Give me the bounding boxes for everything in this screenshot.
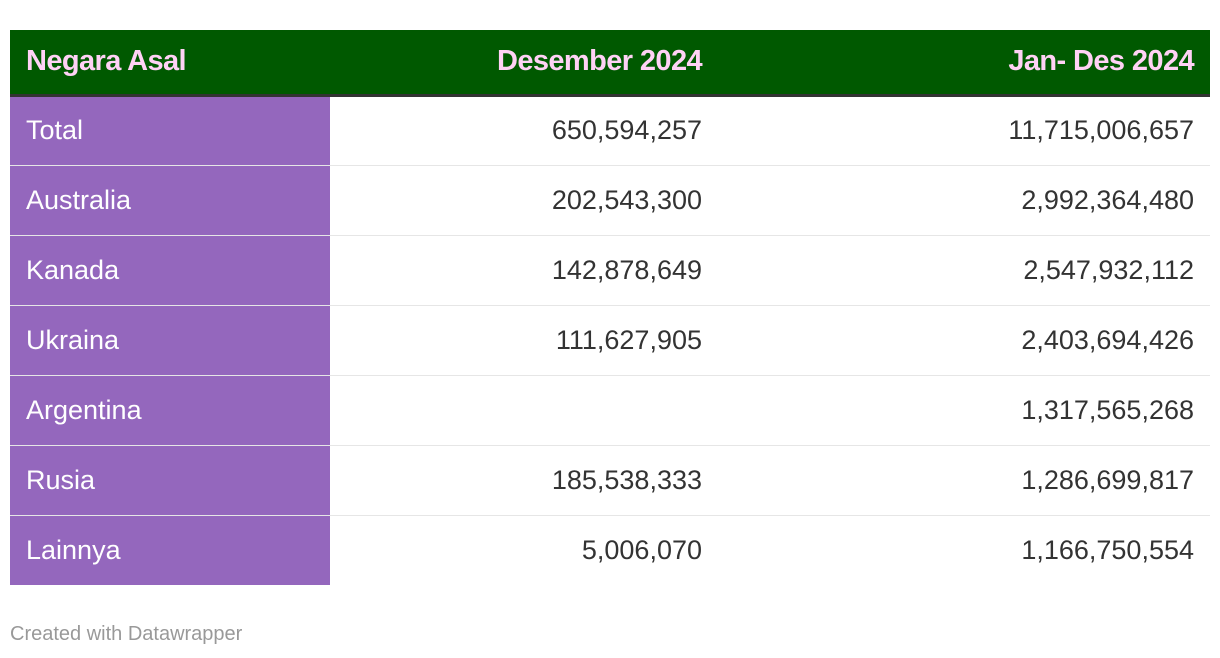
annual-value-cell: 2,547,932,112 — [1023, 254, 1194, 285]
country-cell: Total — [10, 95, 330, 165]
december-value-cell: 650,594,257 — [551, 115, 702, 145]
column-header-desember-2024[interactable]: Desember 2024 — [496, 45, 703, 78]
december-value-cell: 142,878,649 — [551, 254, 702, 285]
table-header: Negara Asal Desember 2024 Jan- Des 2024 — [10, 30, 1210, 95]
table-row: Argentina 1,317,565,268 — [10, 375, 1210, 445]
table-row: Australia 202,543,300 2,992,364,480 — [10, 165, 1210, 235]
country-cell: Australia — [10, 165, 330, 235]
december-value-cell: 111,627,905 — [555, 324, 702, 355]
table-row: Total 650,594,257 11,715,006,657 — [10, 95, 1210, 165]
data-table: Negara Asal Desember 2024 Jan- Des 2024 … — [10, 30, 1210, 585]
december-value-cell: 202,543,300 — [551, 184, 702, 215]
table-row: Rusia 185,538,333 1,286,699,817 — [10, 445, 1210, 515]
footer-credit: Created with Datawrapper — [10, 623, 243, 645]
country-cell: Kanada — [10, 235, 330, 305]
country-cell: Rusia — [10, 445, 330, 515]
table-row: Kanada 142,878,649 2,547,932,112 — [10, 235, 1210, 305]
annual-value-cell: 1,286,699,817 — [1021, 464, 1194, 495]
annual-value-cell: 11,715,006,657 — [1008, 115, 1194, 145]
country-cell: Ukraina — [10, 305, 330, 375]
column-header-jan-des-2024[interactable]: Jan- Des 2024 — [1008, 45, 1194, 78]
header-row: Negara Asal Desember 2024 Jan- Des 2024 — [10, 30, 1210, 95]
table-body: Total 650,594,257 11,715,006,657 Austral… — [10, 95, 1210, 585]
country-cell: Lainnya — [10, 515, 330, 585]
annual-value-cell: 1,166,750,554 — [1021, 534, 1194, 565]
table-row: Lainnya 5,006,070 1,166,750,554 — [10, 515, 1210, 585]
table-row: Ukraina 111,627,905 2,403,694,426 — [10, 305, 1210, 375]
annual-value-cell: 1,317,565,268 — [1021, 394, 1194, 425]
annual-value-cell: 2,992,364,480 — [1021, 184, 1194, 215]
annual-value-cell: 2,403,694,426 — [1021, 324, 1194, 355]
column-header-negara-asal[interactable]: Negara Asal — [26, 45, 187, 78]
data-table-container: Negara Asal Desember 2024 Jan- Des 2024 … — [10, 30, 1210, 585]
country-cell: Argentina — [10, 375, 330, 445]
december-value-cell: 185,538,333 — [551, 464, 702, 495]
december-value-cell — [330, 375, 718, 445]
december-value-cell: 5,006,070 — [581, 534, 702, 565]
